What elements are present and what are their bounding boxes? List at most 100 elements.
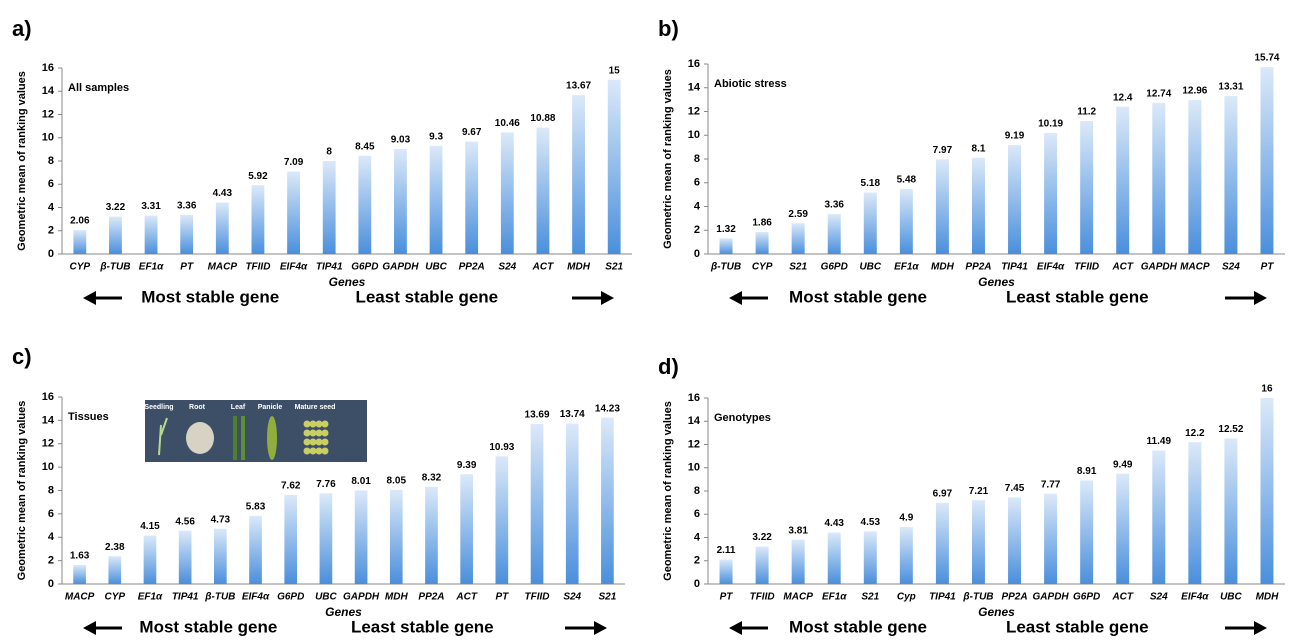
value-label: 4.73 [211,514,231,525]
value-label: 9.03 [391,135,411,146]
x-tick-label: PP2A [418,592,444,603]
value-label: 10.46 [495,118,520,129]
arrow-head [83,291,96,305]
y-tick-label: 4 [48,531,55,543]
figure: a)All samplesGeometric mean of ranking v… [0,0,1293,643]
x-tick-label: MDH [1256,592,1280,603]
bar [601,418,614,584]
arrow-head [1254,291,1267,305]
bar [73,565,86,584]
x-tick-label: UBC [1220,592,1242,603]
x-tick-label: MACP [1180,262,1210,273]
bar [465,142,478,254]
x-tick-label: MDH [931,262,955,273]
y-tick-label: 8 [694,485,700,497]
bar [179,531,192,584]
value-label: 4.15 [140,521,160,532]
bar [496,456,509,584]
value-label: 12.74 [1146,88,1171,99]
y-tick-label: 12 [688,438,700,450]
stability-label: Least stable gene [355,287,498,306]
inset-label: Mature seed [295,404,336,411]
x-tick-label: GAPDH [1033,592,1070,603]
bar [108,556,121,584]
y-axis-label: Geometric mean of ranking values [16,71,28,251]
bar [252,185,265,254]
x-tick-label: TIP41 [929,592,956,603]
x-tick-label: TFIID [1074,262,1099,273]
stability-label: Most stable gene [789,287,927,306]
x-tick-label: PP2A [459,262,485,273]
bar [864,192,877,254]
panel-label: b) [658,16,679,41]
arrow-head [729,621,742,635]
value-label: 7.62 [281,481,301,492]
value-label: 8.1 [972,143,986,154]
x-tick-label: G6PD [351,262,378,273]
x-tick-label: S21 [861,592,879,603]
y-tick-label: 8 [48,155,54,167]
seed [316,421,323,428]
value-label: 4.9 [899,513,913,524]
y-tick-label: 16 [688,392,700,404]
seed [316,448,323,455]
stability-label: Least stable gene [351,617,494,636]
value-label: 2.59 [788,209,808,220]
seed [316,439,323,446]
bar [900,189,913,254]
bar [936,159,949,254]
chart-title: Tissues [68,411,109,423]
x-tick-label: EIF4α [280,262,308,273]
bar [972,158,985,254]
bar [425,487,438,584]
bar [1188,100,1201,254]
bar [1152,450,1165,584]
bar [73,230,86,254]
bar [1008,145,1021,254]
panel-label: d) [658,354,679,379]
bar [792,540,805,584]
bar [1188,442,1201,584]
value-label: 2.06 [70,216,90,227]
y-tick-label: 16 [42,391,54,403]
value-label: 10.93 [489,442,514,453]
x-tick-label: S21 [605,262,623,273]
x-tick-label: MACP [208,262,238,273]
y-tick-label: 2 [48,555,54,567]
x-tick-label: PP2A [965,262,991,273]
value-label: 2.38 [105,542,125,553]
value-label: 5.48 [897,175,917,186]
stability-label: Least stable gene [1006,287,1149,306]
bar [430,146,443,254]
x-tick-label: G6PD [277,592,304,603]
value-label: 13.31 [1218,82,1243,93]
value-label: 7.21 [969,486,989,497]
seed [310,421,317,428]
bar [1224,438,1237,584]
y-tick-label: 12 [42,108,54,120]
y-axis-label: Geometric mean of ranking values [662,401,674,581]
bar [1080,121,1093,254]
y-tick-label: 4 [694,200,701,212]
value-label: 10.88 [530,113,555,124]
value-label: 4.43 [824,518,844,529]
value-label: 9.39 [457,460,477,471]
x-tick-label: UBC [859,262,881,273]
seed [322,430,329,437]
x-tick-label: β-TUB [962,592,993,603]
y-tick-label: 0 [48,248,54,260]
value-label: 13.69 [525,410,550,421]
chart-panel: d)GenotypesGeometric mean of ranking val… [658,354,1285,637]
bar [720,559,733,584]
bar [900,527,913,584]
value-label: 7.77 [1041,479,1061,490]
seed [310,439,317,446]
x-tick-label: TFIID [750,592,775,603]
stability-label: Least stable gene [1006,617,1149,636]
value-label: 3.22 [106,202,126,213]
x-tick-label: β-TUB [99,262,130,273]
bar [1044,494,1057,584]
value-label: 8.05 [387,476,407,487]
seed [310,430,317,437]
bar [828,214,841,254]
